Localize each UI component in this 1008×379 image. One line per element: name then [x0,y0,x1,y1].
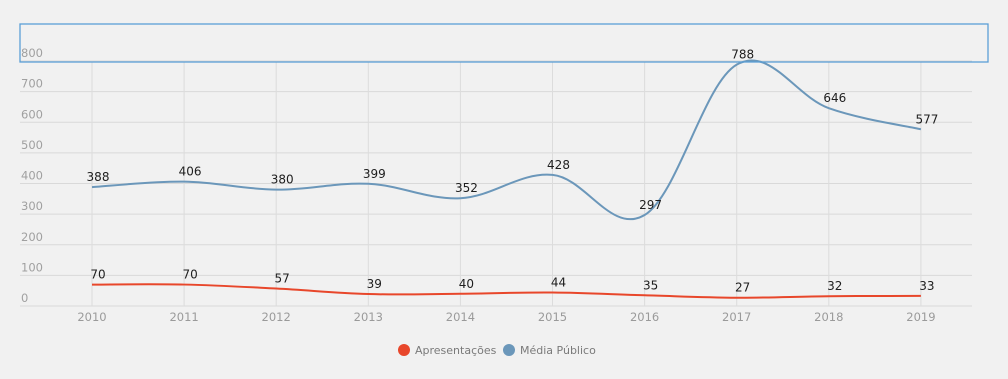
series-lines [91,59,922,299]
data-label: 32 [827,279,842,293]
legend-label[interactable]: Média Público [520,344,596,357]
data-label: 57 [275,272,290,286]
data-label: 646 [823,91,846,105]
x-tick-label: 2013 [354,310,383,324]
data-label: 428 [547,158,570,172]
series-line-media-publico[interactable] [91,59,922,221]
y-tick-label: 800 [21,46,43,60]
data-label: 33 [919,279,934,293]
x-tick-label: 2010 [77,310,106,324]
y-axis-ticks: 0 100 200 300 400 500 600 700 800 [21,46,43,305]
y-tick-label: 400 [21,169,43,183]
x-tick-label: 2015 [538,310,567,324]
data-label: 40 [459,277,474,291]
data-label: 399 [363,167,386,181]
data-label: 70 [90,268,105,282]
x-tick-label: 2014 [446,310,475,324]
x-axis-ticks: 2010 2011 2012 2013 2014 2015 2016 2017 2018 2019 [77,310,935,324]
data-label: 39 [367,277,382,291]
data-label: 788 [731,48,754,62]
data-labels: 70 70 57 39 40 44 35 27 32 33 388 406 380 399 352 428 29… [87,48,939,295]
x-tick-label: 2016 [630,310,659,324]
y-tick-label: 100 [21,260,43,274]
selection-box [19,23,989,63]
x-tick-label: 2019 [906,310,935,324]
x-tick-label: 2012 [262,310,291,324]
legend[interactable]: Apresentações Média Público [398,344,596,357]
data-label: 406 [179,165,202,179]
data-label: 27 [735,281,750,295]
data-label: 388 [87,170,110,184]
x-tick-label: 2011 [169,310,198,324]
y-tick-label: 700 [21,77,43,91]
data-label: 44 [551,276,566,290]
data-label: 297 [639,198,662,212]
y-tick-label: 200 [21,230,43,244]
legend-label[interactable]: Apresentações [415,344,497,357]
x-tick-label: 2017 [722,310,751,324]
data-label: 35 [643,278,658,292]
series-line-apresentacoes[interactable] [91,283,921,299]
data-label: 70 [182,268,197,282]
legend-marker[interactable] [503,344,515,356]
y-tick-label: 0 [21,291,28,305]
data-label: 577 [915,112,938,126]
data-label: 380 [271,173,294,187]
legend-marker[interactable] [398,344,410,356]
y-tick-label: 600 [21,107,43,121]
y-tick-label: 300 [21,199,43,213]
y-tick-label: 500 [21,138,43,152]
x-tick-label: 2018 [814,310,843,324]
data-label: 352 [455,181,478,195]
